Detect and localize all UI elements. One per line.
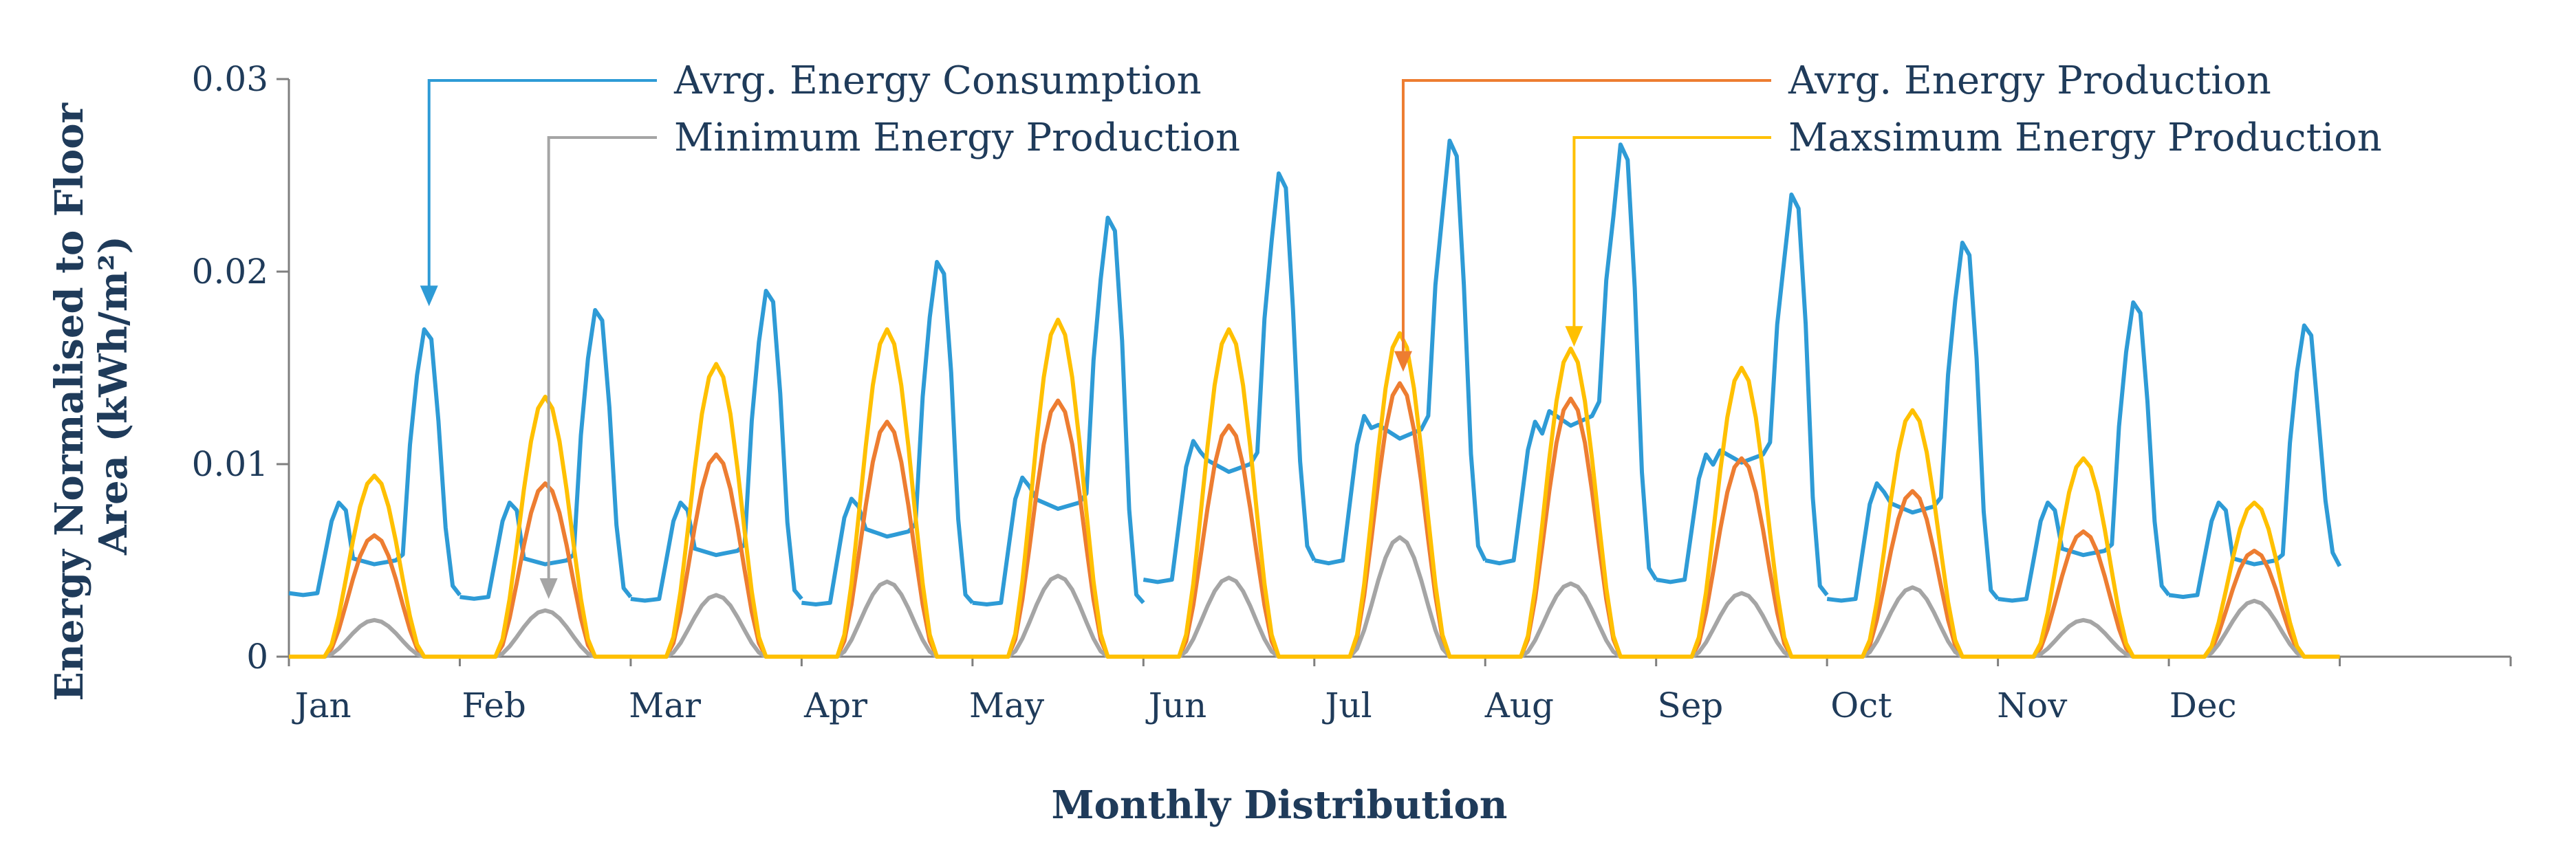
y-tick-label: 0.01 [192, 444, 268, 484]
line-segment-jan [289, 533, 460, 659]
callout-leader-line [427, 79, 657, 289]
line-segment-may [972, 398, 1144, 659]
callout-arrowhead [1394, 351, 1412, 372]
line-segment-jun [1143, 424, 1314, 659]
line-segment-jul [1314, 535, 1486, 659]
series-group [288, 138, 2342, 659]
y-axis-title-line-1: Energy Normalised to Floor [47, 102, 92, 701]
callout-arrowhead [539, 578, 558, 599]
callout-label: Minimum Energy Production [674, 116, 1240, 160]
axes-group: 0 0.01 0.02 0.03 Jan Feb Mar Apr May Jun Jul Aug Sep… [192, 59, 2512, 725]
x-tick-label-jul: Jul [1321, 686, 1372, 725]
callout-arrowhead [420, 285, 438, 307]
line-segment-mar [630, 289, 803, 603]
line-segment-feb [459, 308, 633, 601]
line-segment-aug [1484, 142, 1658, 581]
line-segment-apr [801, 579, 973, 659]
line-segment-feb [459, 608, 631, 659]
line-segment-apr [801, 260, 975, 606]
line-segment-nov [1998, 456, 2169, 659]
callout-label: Maxsimum Energy Production [1788, 116, 2382, 160]
line-segment-dec [2169, 549, 2340, 659]
x-tick-label-nov: Nov [1997, 686, 2068, 725]
x-tick-label-sep: Sep [1657, 686, 1723, 725]
x-tick-label-jan: Jan [292, 686, 351, 725]
line-segment-jul [1314, 331, 1486, 659]
y-axis-title-line-2: Area (kWh/m²) [91, 236, 136, 556]
line-segment-feb [459, 395, 631, 659]
line-segment-dec [2169, 598, 2340, 659]
line-segment-nov [1998, 529, 2169, 659]
x-tick-label-dec: Dec [2169, 686, 2237, 725]
callout-arrowhead [1565, 326, 1583, 347]
line-segment-apr [801, 419, 973, 659]
callout-2: Minimum Energy Production [539, 116, 1240, 599]
line-segment-sep [1656, 456, 1828, 659]
line-segment-may [972, 215, 1145, 606]
x-axis-title: Monthly Distribution [1051, 782, 1507, 828]
series-minimum-energy-production [289, 535, 2340, 659]
x-tick-label-may: May [969, 686, 1045, 725]
line-segment-nov [1998, 300, 2171, 603]
series-maxsimum-energy-production [289, 318, 2340, 659]
line-segment-sep [1656, 366, 1828, 659]
line-segment-sep [1656, 591, 1828, 659]
line-segment-aug [1485, 347, 1656, 659]
y-axis-title: Energy Normalised to Floor Area (kWh/m²) [47, 89, 136, 701]
x-tick-label-aug: Aug [1484, 686, 1554, 725]
callout-label: Avrg. Energy Production [1788, 58, 2271, 103]
line-segment-mar [630, 593, 802, 659]
line-segment-oct [1827, 408, 1998, 659]
line-segment-apr [801, 327, 973, 659]
line-segment-mar [630, 362, 802, 659]
x-tick-label-oct: Oct [1830, 686, 1892, 725]
callout-4: Maxsimum Energy Production [1565, 116, 2382, 347]
series-avrg-energy-consumption [288, 138, 2342, 606]
series-avrg-energy-production [289, 381, 2340, 659]
callout-leader-line [1572, 136, 1771, 329]
line-segment-oct [1826, 241, 2000, 603]
callout-leader-line [1401, 79, 1771, 354]
y-tick-label: 0.03 [192, 59, 268, 99]
axis-titles-group: Monthly Distribution Energy Normalised t… [47, 89, 1508, 828]
callout-leader-line [547, 136, 657, 581]
line-segment-jun [1143, 576, 1314, 659]
callout-label: Avrg. Energy Consumption [673, 58, 1202, 103]
line-segment-may [972, 573, 1144, 659]
line-segment-jan [289, 473, 460, 659]
line-segment-aug [1485, 396, 1656, 659]
line-segment-jul [1314, 381, 1486, 659]
line-segment-jan [289, 617, 460, 659]
line-segment-feb [459, 481, 631, 659]
callout-3: Avrg. Energy Production [1394, 58, 2271, 372]
line-segment-aug [1485, 581, 1656, 659]
line-segment-jul [1314, 138, 1487, 566]
y-tick-label: 0.02 [192, 252, 268, 292]
x-tick-label-jun: Jun [1145, 686, 1206, 725]
line-segment-sep [1656, 193, 1829, 597]
line-segment-may [972, 318, 1144, 659]
annotations-group: Avrg. Energy Consumption Minimum Energy P… [420, 58, 2382, 599]
line-segment-jun [1143, 171, 1317, 584]
x-tick-label-feb: Feb [462, 686, 526, 725]
callout-1: Avrg. Energy Consumption [420, 58, 1202, 307]
line-segment-dec [2168, 323, 2342, 600]
y-tick-label: 0 [246, 637, 268, 677]
line-segment-jun [1143, 327, 1314, 659]
line-segment-nov [1998, 617, 2169, 659]
x-tick-label-apr: Apr [803, 686, 867, 725]
line-segment-jan [288, 327, 462, 598]
line-segment-oct [1827, 489, 1998, 659]
line-segment-dec [2169, 501, 2340, 659]
x-tick-label-mar: Mar [629, 686, 701, 725]
